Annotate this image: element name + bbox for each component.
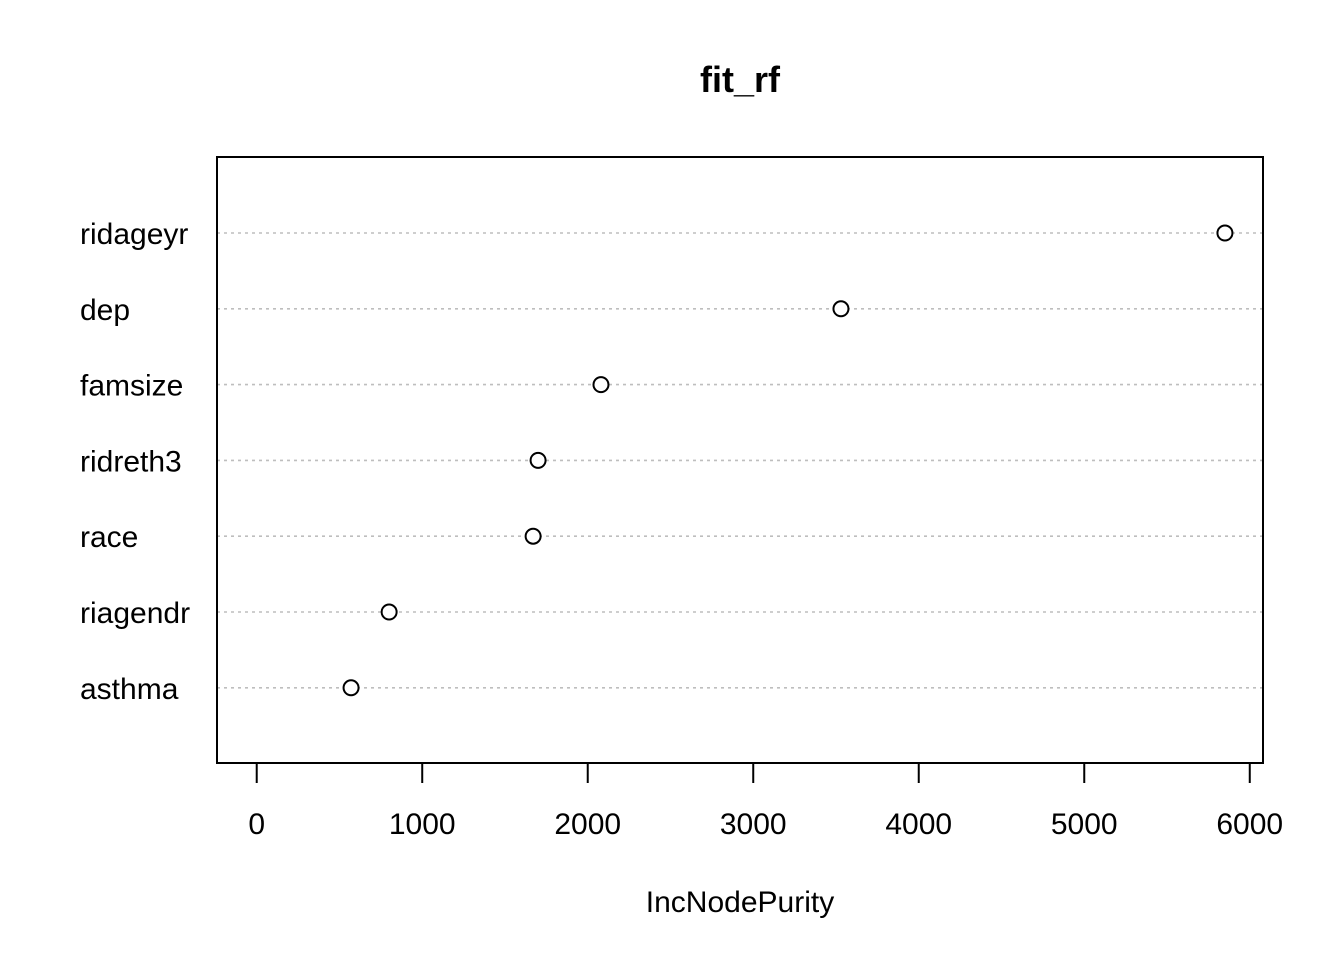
x-tick-label: 3000 [720,808,787,841]
x-tick-label: 2000 [554,808,621,841]
category-label: race [80,521,138,554]
category-labels: ridageyr dep famsize ridreth3 race riagendr as… [80,218,190,706]
category-label: famsize [80,370,183,403]
data-point [380,603,398,621]
category-label: asthma [80,673,179,706]
category-label: dep [80,294,130,327]
x-axis-label: IncNodePurity [646,886,834,919]
category-label: riagendr [80,597,190,630]
x-tick-label: 5000 [1051,808,1118,841]
x-tick-label: 4000 [885,808,952,841]
x-tick-label: 0 [248,808,265,841]
x-axis: 0 1000 2000 3000 4000 5000 6000 [248,762,1283,841]
guide-lines [217,232,1263,689]
data-points [342,224,1234,697]
x-tick-label: 1000 [389,808,456,841]
data-point [592,376,610,394]
category-label: ridageyr [80,218,188,251]
category-label: ridreth3 [80,445,182,478]
data-point [342,679,360,697]
data-point [524,527,542,545]
x-tick-label: 6000 [1216,808,1283,841]
data-point [832,300,850,318]
data-point [529,451,547,469]
data-point [1216,224,1234,242]
chart-title: fit_rf [700,59,781,100]
